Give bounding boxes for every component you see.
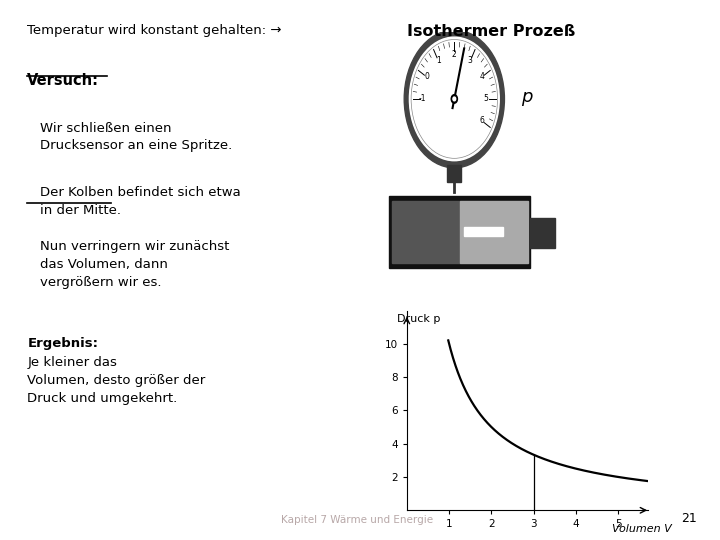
Text: Wir schließen einen
Drucksensor an eine Spritze.: Wir schließen einen Drucksensor an eine …: [40, 122, 232, 152]
Text: 1: 1: [436, 56, 441, 65]
Text: Temperatur wird konstant gehalten: →: Temperatur wird konstant gehalten: →: [27, 24, 282, 37]
Text: -1: -1: [418, 94, 426, 104]
Circle shape: [453, 97, 456, 101]
Text: Je kleiner das
Volumen, desto größer der
Druck und umgekehrt.: Je kleiner das Volumen, desto größer der…: [27, 356, 206, 406]
Text: 21: 21: [681, 512, 697, 525]
Text: Ergebnis:: Ergebnis:: [27, 338, 99, 350]
Text: Versuch:: Versuch:: [27, 73, 99, 88]
Bar: [392, 201, 460, 263]
Text: Druck p: Druck p: [397, 314, 441, 324]
Bar: [464, 227, 503, 235]
Text: 6: 6: [480, 117, 485, 125]
Text: 4: 4: [480, 72, 485, 82]
Circle shape: [451, 94, 457, 103]
Text: 5: 5: [484, 94, 489, 104]
Circle shape: [404, 30, 505, 168]
Text: $p$: $p$: [521, 90, 534, 108]
Bar: [531, 218, 554, 248]
Bar: [460, 201, 528, 263]
Text: 0: 0: [424, 72, 429, 82]
Bar: [389, 197, 531, 268]
Bar: [447, 165, 462, 182]
Text: 2: 2: [452, 50, 456, 59]
Text: Kapitel 7 Wärme und Energie: Kapitel 7 Wärme und Energie: [281, 515, 433, 525]
Text: Isothermer Prozeß: Isothermer Prozeß: [407, 24, 575, 39]
Text: Der Kolben befindet sich etwa
in der Mitte.: Der Kolben befindet sich etwa in der Mit…: [40, 186, 240, 217]
Text: 3: 3: [468, 56, 473, 65]
Circle shape: [410, 37, 499, 161]
Text: Volumen V: Volumen V: [612, 524, 672, 534]
Text: Nun verringern wir zunächst
das Volumen, dann
vergrößern wir es.: Nun verringern wir zunächst das Volumen,…: [40, 240, 229, 289]
